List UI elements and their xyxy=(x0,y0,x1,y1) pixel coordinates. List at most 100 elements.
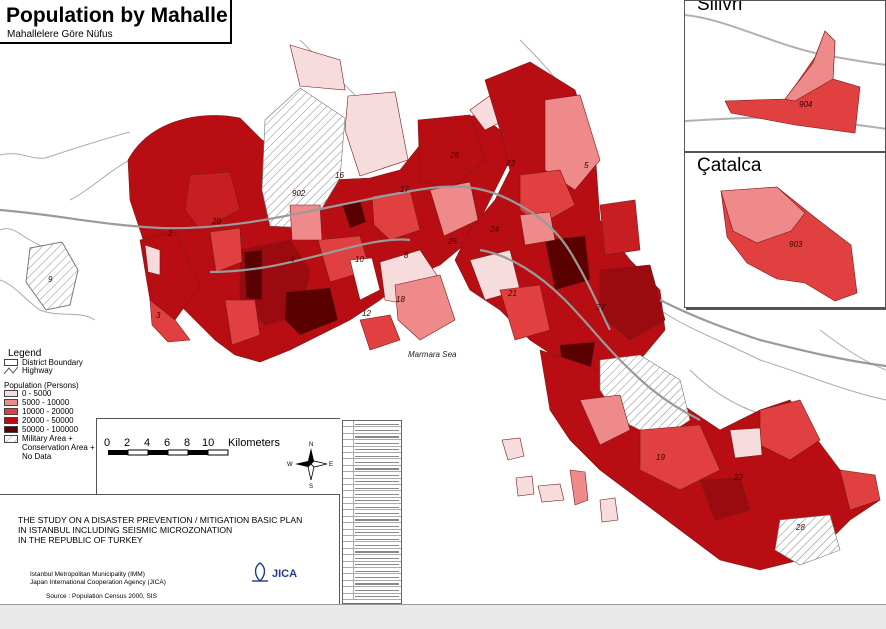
study-line-3: IN THE REPUBLIC OF TURKEY xyxy=(18,535,143,545)
table-row xyxy=(343,484,401,492)
district-label: 5 xyxy=(584,161,589,170)
district-label: 18 xyxy=(396,295,405,304)
class-swatch xyxy=(4,417,18,424)
scale-tick: 8 xyxy=(184,437,190,449)
scale-tick: 6 xyxy=(164,437,170,449)
table-row xyxy=(343,465,401,473)
district-label: 26 xyxy=(449,151,459,160)
scale-unit: Kilometers xyxy=(228,437,280,449)
table-row xyxy=(343,574,401,581)
study-credit: THE STUDY ON A DISASTER PREVENTION / MIT… xyxy=(0,494,340,606)
catalca-label: Çatalca xyxy=(697,155,762,176)
highway-swatch xyxy=(4,367,18,375)
table-row xyxy=(343,542,401,549)
table-row xyxy=(343,593,401,600)
table-row xyxy=(343,567,401,575)
district-label: 22 xyxy=(733,473,743,482)
district-label: 25 xyxy=(447,237,457,246)
logos: JICA xyxy=(252,562,297,582)
district-label: 902 xyxy=(292,189,306,198)
table-row xyxy=(343,472,401,479)
table-row xyxy=(343,516,401,524)
silivri-inset: 904 Silivri xyxy=(684,0,886,152)
table-row xyxy=(343,421,401,428)
scale-bar xyxy=(108,449,229,456)
boundary-swatch xyxy=(4,359,18,366)
district-label: 4 xyxy=(290,255,295,264)
study-line-2: IN ISTANBUL INCLUDING SEISMIC MICROZONAT… xyxy=(18,525,233,535)
district-9-area xyxy=(25,241,79,311)
class-swatch xyxy=(4,399,18,406)
org-jica: Japan International Cooperation Agency (… xyxy=(30,579,166,586)
compass-e: E xyxy=(329,462,333,468)
scale-ticks: 0 2 4 6 8 10 Kilometers xyxy=(104,437,280,449)
district-label: 17 xyxy=(400,185,409,194)
district-label: 19 xyxy=(656,453,665,462)
district-label: 23 xyxy=(505,159,515,168)
table-row xyxy=(343,440,401,447)
compass-w: W xyxy=(287,462,293,468)
scale-tick: 2 xyxy=(124,437,130,449)
table-row xyxy=(343,580,401,588)
district-label: 9 xyxy=(48,275,53,284)
map-title-box: Population by Mahalle Mahallelere Göre N… xyxy=(0,0,232,44)
catalca-code: 903 xyxy=(789,240,803,249)
silivri-map: 904 xyxy=(685,14,885,134)
district-label: 10 xyxy=(355,255,364,264)
table-row xyxy=(343,529,401,537)
district-label: 24 xyxy=(489,225,499,234)
scale-tick: 10 xyxy=(202,437,214,449)
district-labels: 2 2 0 902 9 3 16 10 12 26 23 5 17 25 21 2… xyxy=(48,151,805,532)
legend: Legend District Boundary Highway Populat… xyxy=(4,348,95,461)
map-subtitle: Mahallelere Göre Nüfus xyxy=(7,29,113,40)
catalca-map: 903 xyxy=(720,186,858,302)
table-row xyxy=(343,459,401,466)
compass-rose: N S E W xyxy=(287,442,333,490)
sea-label: Marmara Sea xyxy=(408,350,457,359)
source-note: Source : Population Census 2000, SIS xyxy=(46,593,157,600)
scale-tick: 4 xyxy=(144,437,150,449)
inset-divider xyxy=(686,308,886,310)
table-row xyxy=(343,478,401,485)
table-row xyxy=(343,536,401,543)
org-imm: Istanbul Metropolitan Municipality (IMM) xyxy=(30,571,145,578)
district-label: 8 xyxy=(404,251,409,260)
imm-logo xyxy=(252,562,268,582)
scale-panel xyxy=(96,418,340,494)
table-row xyxy=(343,491,401,498)
table-row xyxy=(343,497,401,505)
asian-side xyxy=(454,61,666,373)
map-title: Population by Mahalle xyxy=(6,4,228,27)
islands xyxy=(501,437,619,523)
class-swatch xyxy=(4,408,18,415)
class-swatch xyxy=(4,426,18,433)
study-line-1: THE STUDY ON A DISASTER PREVENTION / MIT… xyxy=(18,515,303,525)
table-row xyxy=(343,587,401,594)
southeast-coast xyxy=(539,349,881,571)
catalca-inset: 903 Çatalca xyxy=(684,152,886,308)
district-table xyxy=(342,420,402,604)
district-label: 12 xyxy=(362,309,371,318)
jica-logo: JICA xyxy=(272,568,297,580)
table-row xyxy=(343,510,401,517)
highways xyxy=(0,185,886,421)
table-row xyxy=(343,555,401,562)
silivri-label: Silivri xyxy=(697,0,743,15)
table-row xyxy=(343,561,401,568)
class-swatch xyxy=(4,390,18,397)
district-label: 27 xyxy=(595,303,605,312)
table-row xyxy=(343,433,401,441)
hatch-swatch xyxy=(4,435,18,443)
district-label: 2 xyxy=(167,229,173,238)
viewer-bottom-bar xyxy=(0,604,886,629)
district-label: 21 xyxy=(507,289,517,298)
district-label: 3 xyxy=(156,311,161,320)
table-row xyxy=(343,446,401,453)
compass-n: N xyxy=(309,442,313,448)
silivri-code: 904 xyxy=(799,100,813,109)
table-row xyxy=(343,452,401,460)
district-label: 16 xyxy=(335,171,344,180)
scale-tick: 0 xyxy=(104,437,110,449)
